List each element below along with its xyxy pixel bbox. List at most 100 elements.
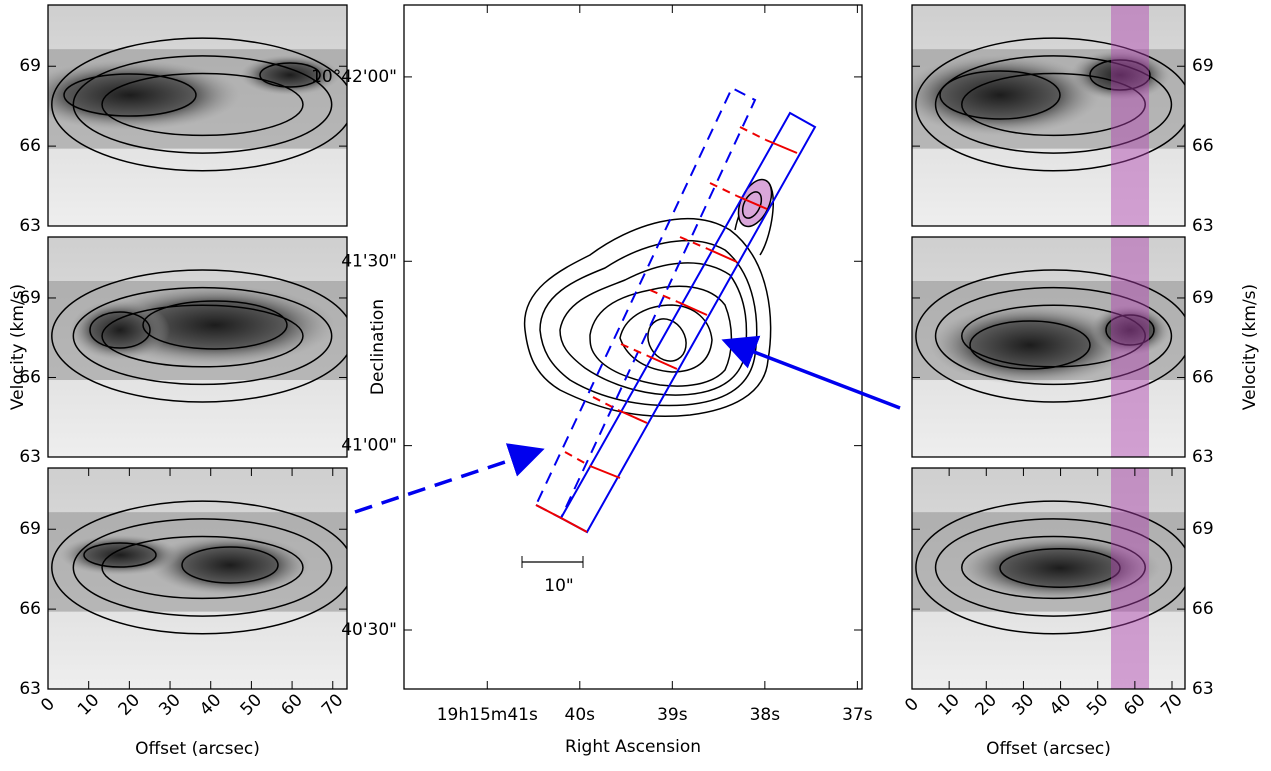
pv-image — [912, 5, 1185, 226]
y-tick-label: 63 — [1192, 447, 1214, 467]
emission — [912, 55, 1100, 135]
highlight-band — [1111, 5, 1149, 226]
contour — [999, 548, 1121, 588]
x-tick-label: 40 — [1046, 690, 1075, 719]
x-tick-label: 0 — [901, 694, 923, 716]
x-tick-label: 37s — [842, 705, 873, 725]
contour — [101, 535, 304, 600]
x-tick-label: 39s — [657, 705, 688, 725]
frame — [911, 4, 1186, 227]
x-tick-label: 10 — [934, 690, 963, 719]
contour — [969, 320, 1091, 370]
contour — [72, 286, 333, 386]
frame — [911, 467, 1186, 690]
emission — [240, 55, 340, 95]
emission — [1090, 305, 1170, 355]
x-tick-label: 30 — [155, 690, 184, 719]
y-tick-label: 69 — [1192, 519, 1214, 539]
x-tick-label: 70 — [318, 690, 347, 719]
frame — [911, 236, 1186, 458]
y-tick-label: 63 — [19, 679, 41, 699]
contour-map — [354, 86, 901, 568]
y-tick-label: 66 — [1192, 599, 1214, 619]
y-tick-label: 41'00" — [341, 436, 397, 456]
y-tick-label: 63 — [1192, 679, 1214, 699]
contour — [181, 546, 279, 584]
contour — [51, 500, 347, 635]
contour — [51, 37, 347, 172]
y-tick-label: 66 — [19, 367, 41, 387]
y-tick-label: 69 — [1192, 56, 1214, 76]
y-tick-label: 63 — [19, 216, 41, 236]
x-tick-label: 30 — [1009, 690, 1038, 719]
x-tick-label: 38s — [750, 705, 781, 725]
pv-image — [48, 468, 347, 689]
x-tick-label: 19h15m41s — [437, 705, 538, 725]
emission — [70, 300, 170, 360]
contour — [89, 311, 151, 349]
contour — [101, 72, 304, 137]
contour — [83, 542, 157, 568]
y-tick-label: 63 — [1192, 216, 1214, 236]
contour — [934, 286, 1173, 386]
y-tick-label: 69 — [19, 519, 41, 539]
pv-image — [48, 237, 347, 457]
x-tick-label: 50 — [1083, 690, 1112, 719]
emission — [960, 536, 1160, 600]
contour — [259, 62, 321, 88]
pv-image — [912, 237, 1185, 457]
x-tick-label: 10 — [74, 690, 103, 719]
contour — [961, 72, 1146, 137]
frame — [47, 236, 348, 458]
x-tick-label: 0 — [37, 694, 59, 716]
x-tick-label: 70 — [1157, 690, 1186, 719]
y-tick-label: 63 — [19, 447, 41, 467]
x-axis-label: Right Ascension — [565, 737, 701, 757]
scale-bar-label: 10" — [544, 576, 573, 596]
x-axis-label: Offset (arcsec) — [135, 739, 260, 759]
y-tick-label: 69 — [19, 56, 41, 76]
x-tick-label: 60 — [277, 690, 306, 719]
y-axis-label: Declination — [368, 299, 388, 395]
y-tick-label: 10°42'00" — [311, 67, 397, 87]
contour — [1105, 314, 1155, 346]
pv-image — [912, 468, 1185, 689]
emission — [1070, 50, 1170, 100]
contour — [63, 73, 197, 117]
y-tick-label: 66 — [1192, 136, 1214, 156]
contour — [915, 269, 1185, 403]
frame — [403, 4, 863, 690]
highlight-band — [1111, 237, 1149, 457]
contour — [72, 55, 333, 154]
x-tick-label: 20 — [972, 690, 1001, 719]
pv-image — [48, 5, 347, 226]
y-tick-label: 66 — [1192, 367, 1214, 387]
x-tick-label: 20 — [115, 690, 144, 719]
contour — [1089, 59, 1151, 91]
y-tick-label: 69 — [19, 288, 41, 308]
contour — [51, 269, 347, 403]
x-tick-label: 40s — [565, 705, 596, 725]
x-axis-label: Offset (arcsec) — [986, 739, 1111, 759]
y-tick-label: 40'30" — [341, 620, 397, 640]
highlight-band — [1111, 468, 1149, 689]
contour — [939, 70, 1061, 120]
y-tick-label: 41'30" — [341, 251, 397, 271]
x-tick-label: 60 — [1120, 690, 1149, 719]
emission — [60, 535, 180, 575]
contour — [934, 55, 1173, 154]
frame — [47, 467, 348, 690]
y-axis-label: Velocity (km/s) — [8, 284, 28, 410]
y-tick-label: 66 — [19, 136, 41, 156]
contour — [934, 518, 1173, 617]
contour — [101, 304, 304, 368]
y-tick-label: 69 — [1192, 288, 1214, 308]
emission — [150, 535, 310, 595]
y-tick-label: 66 — [19, 599, 41, 619]
contour — [961, 535, 1146, 600]
x-tick-label: 40 — [196, 690, 225, 719]
contour — [142, 300, 288, 350]
contour — [915, 37, 1185, 172]
